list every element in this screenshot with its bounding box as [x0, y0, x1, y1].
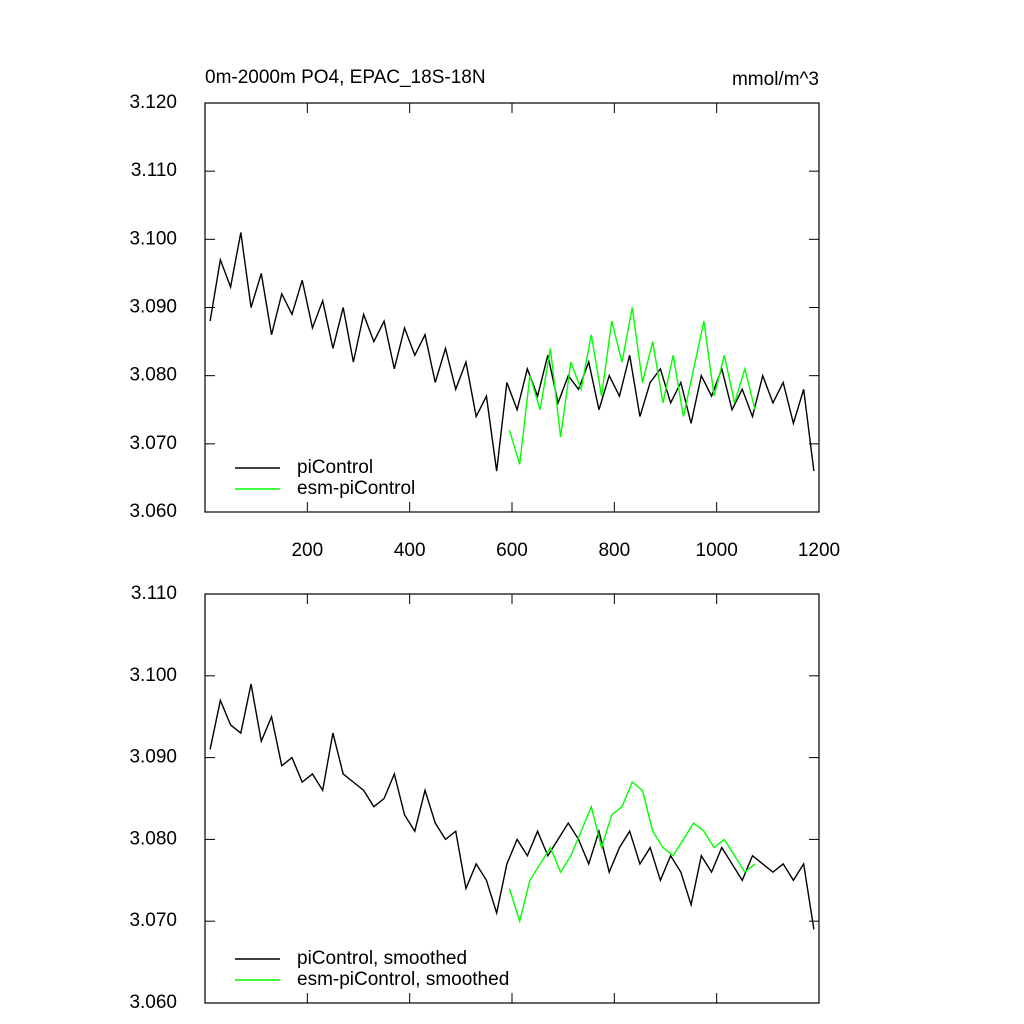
y-tick-label: 3.070 — [129, 433, 177, 454]
y-tick-label: 3.090 — [129, 747, 177, 768]
y-tick-label: 3.080 — [129, 365, 177, 386]
y-tick-label: 3.090 — [129, 297, 177, 318]
x-tick-label: 1200 — [798, 540, 840, 561]
x-tick-label: 400 — [394, 540, 426, 561]
y-tick-label: 3.120 — [129, 92, 177, 113]
units-label: mmol/m^3 — [732, 69, 819, 90]
series-line — [209, 683, 815, 930]
x-tick-label: 800 — [598, 540, 630, 561]
series-line — [508, 781, 756, 924]
y-tick-label: 3.080 — [129, 828, 177, 849]
x-tick-label: 200 — [291, 540, 323, 561]
y-tick-label: 3.100 — [129, 665, 177, 686]
y-tick-label: 3.100 — [129, 228, 177, 249]
plot-frame — [204, 593, 820, 1004]
legend-label: esm-piControl — [297, 478, 415, 499]
y-tick-label: 3.110 — [131, 583, 177, 604]
legend-label: piControl, smoothed — [297, 948, 467, 969]
chart-title: 0m-2000m PO4, EPAC_18S-18N — [205, 67, 486, 88]
legend-label: piControl — [297, 457, 373, 478]
y-tick-label: 3.110 — [131, 160, 177, 181]
x-tick-label: 600 — [496, 540, 528, 561]
y-tick-label: 3.070 — [129, 910, 177, 931]
legend-label: esm-piControl, smoothed — [297, 969, 509, 990]
plot-frame — [204, 102, 820, 513]
series-line — [508, 307, 756, 465]
series-line — [209, 232, 815, 472]
x-tick-label: 1000 — [696, 540, 738, 561]
y-tick-label: 3.060 — [129, 501, 177, 522]
y-tick-label: 3.060 — [129, 992, 177, 1013]
